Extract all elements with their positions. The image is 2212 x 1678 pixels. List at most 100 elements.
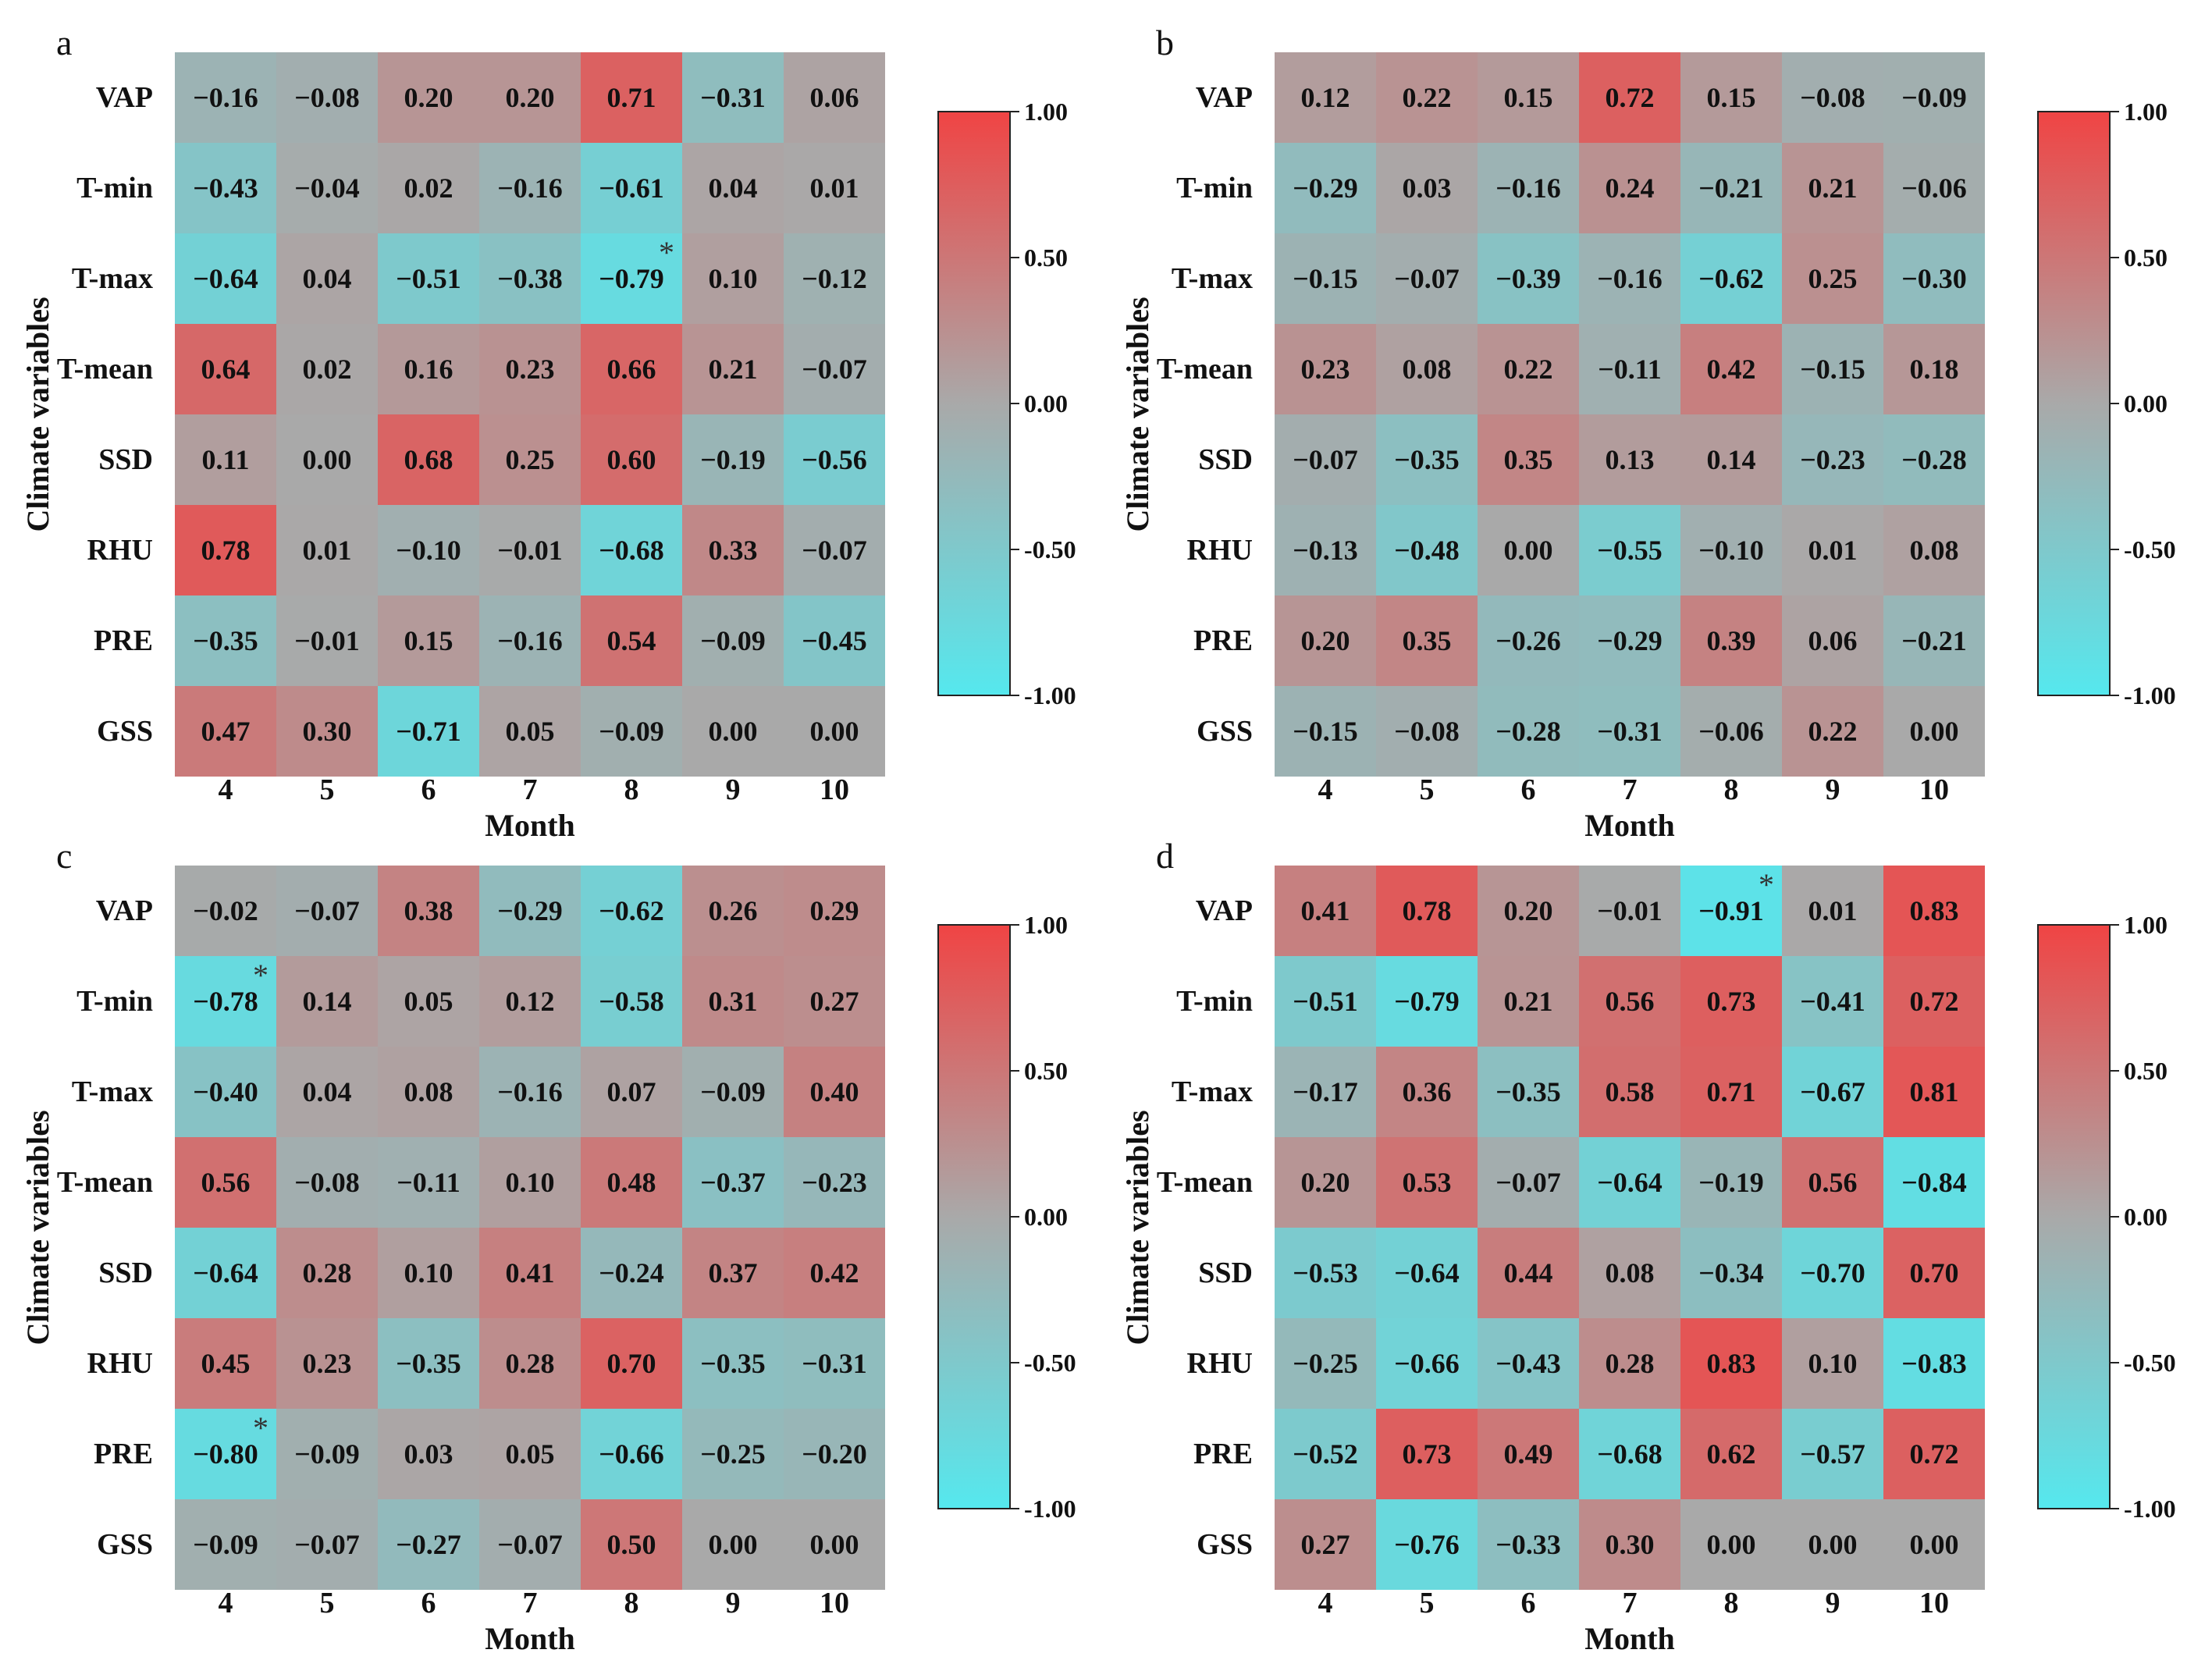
- heatmap-cell: [1579, 1137, 1680, 1228]
- cell-value: −0.07: [802, 535, 867, 566]
- cell-value: 0.66: [607, 354, 656, 385]
- cell-value: 0.03: [1403, 172, 1452, 204]
- heatmap-cell: [784, 686, 885, 777]
- cell-value: 0.08: [1910, 535, 1959, 566]
- x-axis-title: Month: [485, 808, 575, 843]
- cell-value: 0.10: [1808, 1348, 1858, 1379]
- row-label: T-max: [72, 1075, 153, 1108]
- x-axis-title: Month: [485, 1621, 575, 1656]
- heatmap-cell: [682, 143, 784, 233]
- row-label: SSD: [98, 443, 153, 476]
- cell-value: −0.31: [802, 1348, 867, 1379]
- colorbar-tick-label: -1.00: [2124, 1495, 2176, 1523]
- cell-value: −0.58: [599, 986, 664, 1017]
- row-label: RHU: [87, 534, 153, 567]
- heatmap-cell: [1883, 233, 1985, 324]
- cell-value: −0.56: [802, 444, 867, 475]
- heatmap-cell: [682, 505, 784, 595]
- y-axis-title: Climate variables: [20, 1110, 55, 1345]
- cell-value: 0.53: [1403, 1167, 1452, 1198]
- heatmap-cell: [378, 1318, 479, 1409]
- heatmap-cell: [1680, 1409, 1782, 1499]
- cell-value: 0.78: [201, 535, 251, 566]
- heatmap-cell: [1579, 52, 1680, 143]
- cell-value: −0.15: [1293, 263, 1358, 294]
- row-label: GSS: [97, 715, 153, 748]
- heatmap-cell: [175, 1137, 276, 1228]
- row-label: T-min: [1176, 985, 1253, 1018]
- cell-value: −0.80: [193, 1438, 258, 1470]
- significance-star: *: [253, 958, 268, 993]
- heatmap-cell: [1883, 595, 1985, 686]
- heatmap-cell: [1579, 956, 1680, 1047]
- cell-value: −0.07: [497, 1529, 563, 1560]
- heatmap-cell: [1782, 1137, 1883, 1228]
- colorbar-tick-label: -0.50: [2124, 535, 2176, 563]
- heatmap-cell: [175, 866, 276, 956]
- heatmap-cell: [479, 595, 581, 686]
- heatmap-cell: [1680, 414, 1782, 505]
- cell-value: 0.26: [709, 895, 758, 926]
- cell-value: 0.00: [1910, 1529, 1959, 1560]
- cell-value: 0.56: [1808, 1167, 1858, 1198]
- cell-value: −0.26: [1495, 625, 1561, 656]
- cell-value: 0.08: [1606, 1257, 1655, 1289]
- cell-value: −0.10: [1698, 535, 1764, 566]
- cell-value: 0.04: [303, 1076, 352, 1107]
- cell-value: −0.21: [1901, 625, 1967, 656]
- heatmap-cell: [784, 1409, 885, 1499]
- cell-value: 0.06: [810, 82, 859, 113]
- heatmap-cell: [1680, 1137, 1782, 1228]
- cell-value: −0.62: [1698, 263, 1764, 294]
- heatmap-cell: [1680, 1499, 1782, 1590]
- cell-value: 0.00: [1910, 716, 1959, 747]
- cell-value: 0.27: [1301, 1529, 1350, 1560]
- cell-value: −0.28: [1495, 716, 1561, 747]
- cell-value: 0.01: [1808, 895, 1858, 926]
- cell-value: −0.78: [193, 986, 258, 1017]
- heatmap-cell: [1478, 233, 1579, 324]
- heatmap-cell: [1376, 143, 1478, 233]
- cell-value: 0.72: [1606, 82, 1655, 113]
- heatmap-cell: [581, 414, 682, 505]
- colorbar-tick-label: 0.50: [1024, 1057, 1068, 1085]
- y-axis-title: Climate variables: [20, 297, 55, 531]
- column-tick-label: 6: [1521, 773, 1536, 806]
- colorbar: [937, 111, 1011, 696]
- heatmap-cell: [1579, 505, 1680, 595]
- colorbar-tick-label: 0.50: [2124, 244, 2168, 272]
- heatmap-cell: [1275, 143, 1376, 233]
- heatmap-cell: [1883, 52, 1985, 143]
- column-tick-label: 9: [1826, 1587, 1840, 1619]
- cell-value: 0.35: [1504, 444, 1553, 475]
- cell-value: 0.23: [303, 1348, 352, 1379]
- x-axis-title: Month: [1584, 1621, 1675, 1656]
- cell-value: 0.72: [1910, 986, 1959, 1017]
- heatmap-cell: [378, 1409, 479, 1499]
- cell-value: 0.00: [709, 716, 758, 747]
- heatmap-cell: [1680, 1047, 1782, 1137]
- heatmap-cell: [1883, 686, 1985, 777]
- cell-value: −0.31: [1597, 716, 1663, 747]
- heatmap-cell: [682, 414, 784, 505]
- cell-value: 0.38: [404, 895, 453, 926]
- heatmap-cell: [682, 52, 784, 143]
- heatmap-cell: [378, 1137, 479, 1228]
- column-tick-label: 4: [1318, 773, 1333, 806]
- heatmap-cell: [1478, 1047, 1579, 1137]
- cell-value: −0.35: [396, 1348, 461, 1379]
- row-label: T-min: [1176, 172, 1253, 204]
- heatmap-cell: [175, 233, 276, 324]
- cell-value: 0.23: [1301, 354, 1350, 385]
- heatmap-cell: [1275, 1228, 1376, 1318]
- heatmap-cell: [1579, 1228, 1680, 1318]
- heatmap-cell: [1376, 956, 1478, 1047]
- heatmap-cell: [175, 52, 276, 143]
- heatmap-cell: [1275, 324, 1376, 414]
- cell-value: −0.07: [294, 895, 360, 926]
- cell-value: −0.35: [1495, 1076, 1561, 1107]
- cell-value: 0.30: [303, 716, 352, 747]
- cell-value: 0.64: [201, 354, 251, 385]
- heatmap-cell: [1579, 324, 1680, 414]
- heatmap-cell: [1782, 143, 1883, 233]
